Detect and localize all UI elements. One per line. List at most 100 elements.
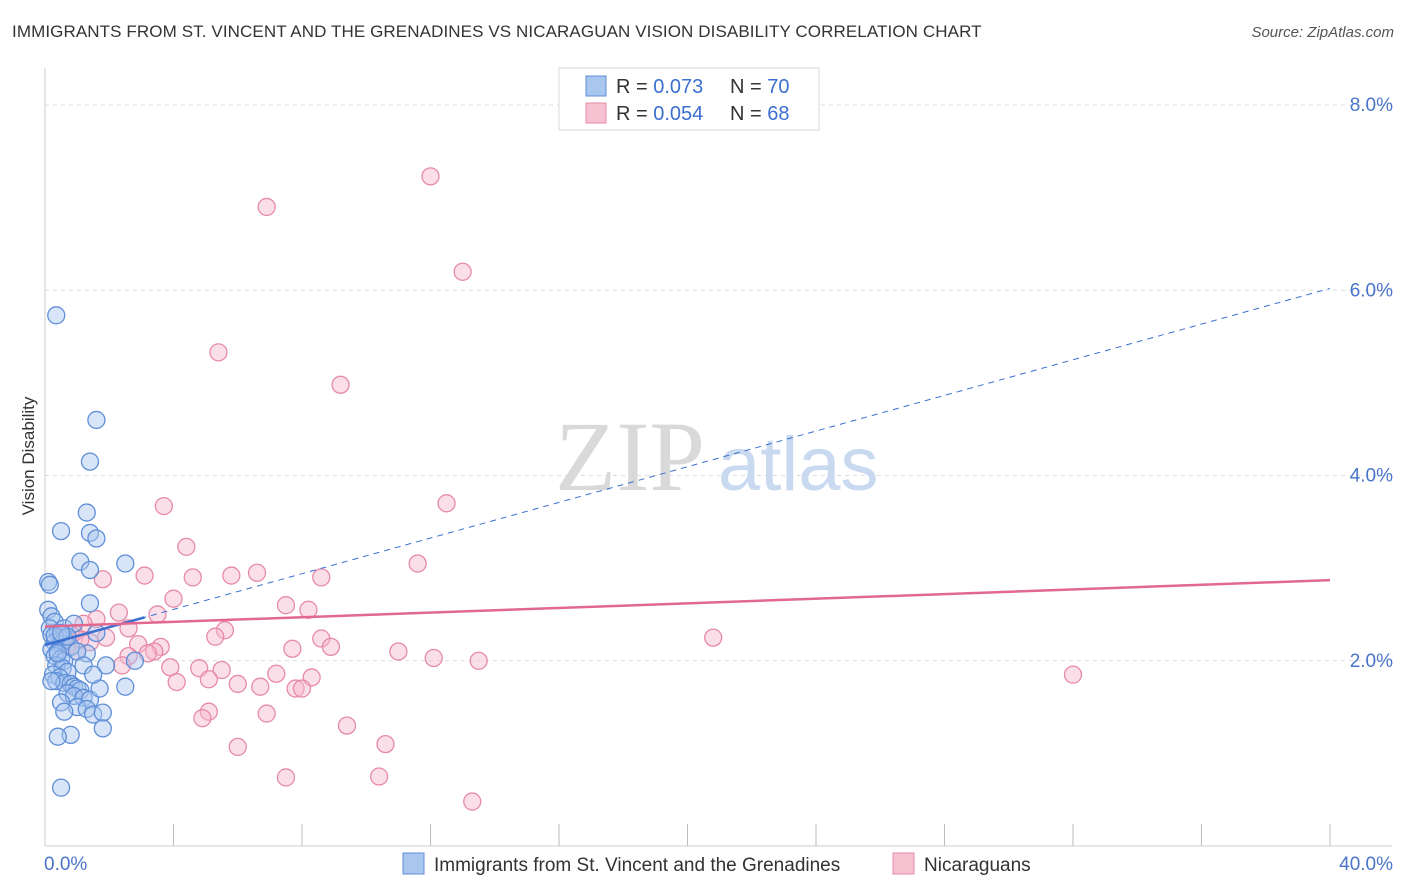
pink-point — [437, 494, 456, 513]
pink-point — [463, 792, 482, 811]
blue-point — [96, 656, 116, 675]
pink-point — [251, 677, 270, 696]
y-tick-label: 4.0% — [1350, 466, 1393, 487]
legend-row-pink: R = 0.054 N = 68 — [616, 103, 790, 125]
pink-point — [199, 670, 218, 689]
pink-point — [369, 767, 389, 786]
bottom-legend-label-blue: Immigrants from St. Vincent and the Gren… — [434, 855, 840, 876]
pink-point — [247, 563, 267, 582]
pink-point — [276, 768, 296, 787]
pink-point — [215, 621, 235, 640]
pink-point — [312, 568, 331, 587]
chart-title: IMMIGRANTS FROM ST. VINCENT AND THE GREN… — [12, 22, 982, 41]
bottom-legend-swatch-blue — [402, 852, 425, 875]
blue-point — [80, 594, 100, 613]
trend-layer — [44, 287, 1331, 647]
watermark: ZIP atlas — [555, 401, 879, 512]
legend-n-label: N = — [730, 76, 767, 98]
pink-point — [257, 704, 276, 723]
pink-point — [228, 737, 247, 757]
blue-point — [55, 702, 74, 721]
pink-point — [228, 674, 247, 694]
x-tick-label: 0.0% — [44, 854, 87, 875]
blue-point — [74, 688, 93, 707]
pink-point — [267, 664, 286, 683]
watermark-atlas: atlas — [718, 422, 879, 507]
legend-swatch-blue — [585, 75, 607, 97]
blue-points — [39, 306, 145, 797]
pink-point — [145, 642, 164, 661]
pink-point — [148, 605, 167, 624]
blue-point — [125, 651, 145, 670]
pink-point — [376, 734, 395, 754]
bottom-legend-label-pink: Nicaraguans — [924, 855, 1031, 876]
pink-trend-line — [44, 578, 1331, 628]
pink-point — [283, 639, 302, 658]
y-tick-label: 6.0% — [1350, 280, 1393, 301]
blue-trend-dashed — [44, 287, 1331, 646]
pink-point — [321, 637, 341, 657]
blue-point — [116, 677, 135, 696]
legend-n-label: N = — [730, 103, 767, 125]
axes-layer — [44, 68, 1392, 847]
legend-row-blue: R = 0.073 N = 70 — [616, 76, 790, 98]
blue-trend-solid — [44, 616, 145, 647]
source-credit: Source: ZipAtlas.com — [1251, 24, 1394, 41]
blue-point — [51, 778, 71, 797]
legend-r-label: R = — [616, 76, 653, 98]
grid-layer — [45, 104, 1392, 662]
pink-point — [164, 589, 183, 608]
blue-point — [84, 665, 103, 684]
pink-point — [135, 566, 154, 585]
x-tick-label: 40.0% — [1339, 854, 1393, 875]
legend-r-label: R = — [616, 103, 653, 125]
blue-point — [48, 727, 67, 746]
bottom-legend-swatch-pink — [892, 852, 915, 875]
pink-point — [1063, 665, 1083, 684]
pink-point — [469, 651, 488, 670]
blue-point — [93, 719, 112, 738]
pink-point — [257, 197, 276, 217]
legend-r-value: 0.054 — [653, 103, 703, 125]
pink-point — [424, 648, 443, 668]
blue-point — [116, 554, 135, 573]
pink-point — [331, 375, 350, 394]
legend-swatch-pink — [585, 102, 607, 124]
legend-n-value: 70 — [767, 76, 789, 98]
pink-point — [154, 496, 174, 516]
pink-point — [206, 627, 225, 646]
y-tick-label: 8.0% — [1350, 95, 1393, 116]
pink-point — [193, 709, 212, 728]
pink-point — [337, 716, 357, 735]
legend-n-value: 68 — [767, 103, 789, 125]
blue-point — [80, 452, 100, 471]
pink-point — [167, 672, 186, 692]
y-axis-label: Vision Disability — [19, 396, 38, 515]
blue-point — [77, 503, 96, 522]
pink-point — [93, 570, 112, 589]
blue-point — [51, 521, 71, 541]
tick-layer: 2.0% 4.0% 6.0% 8.0% 0.0% 40.0% — [44, 95, 1393, 875]
pink-point — [183, 568, 202, 587]
pink-point — [109, 603, 129, 622]
pink-point — [209, 343, 228, 362]
pink-point — [286, 679, 305, 698]
watermark-zip: ZIP — [555, 401, 705, 512]
blue-point — [87, 410, 106, 430]
pink-point — [177, 537, 196, 556]
blue-point — [47, 306, 66, 325]
pink-point — [389, 642, 408, 661]
blue-point — [74, 656, 93, 675]
y-tick-label: 2.0% — [1350, 651, 1393, 672]
pink-point — [421, 167, 440, 186]
pink-point — [292, 679, 312, 698]
pink-point — [704, 628, 723, 647]
pink-point — [276, 596, 296, 615]
bottom-legend: Immigrants from St. Vincent and the Gren… — [402, 852, 1031, 876]
blue-point — [42, 671, 61, 691]
legend-r-value: 0.073 — [653, 76, 703, 98]
pink-point — [453, 262, 472, 281]
pink-point — [212, 660, 231, 680]
blue-point — [48, 644, 67, 663]
